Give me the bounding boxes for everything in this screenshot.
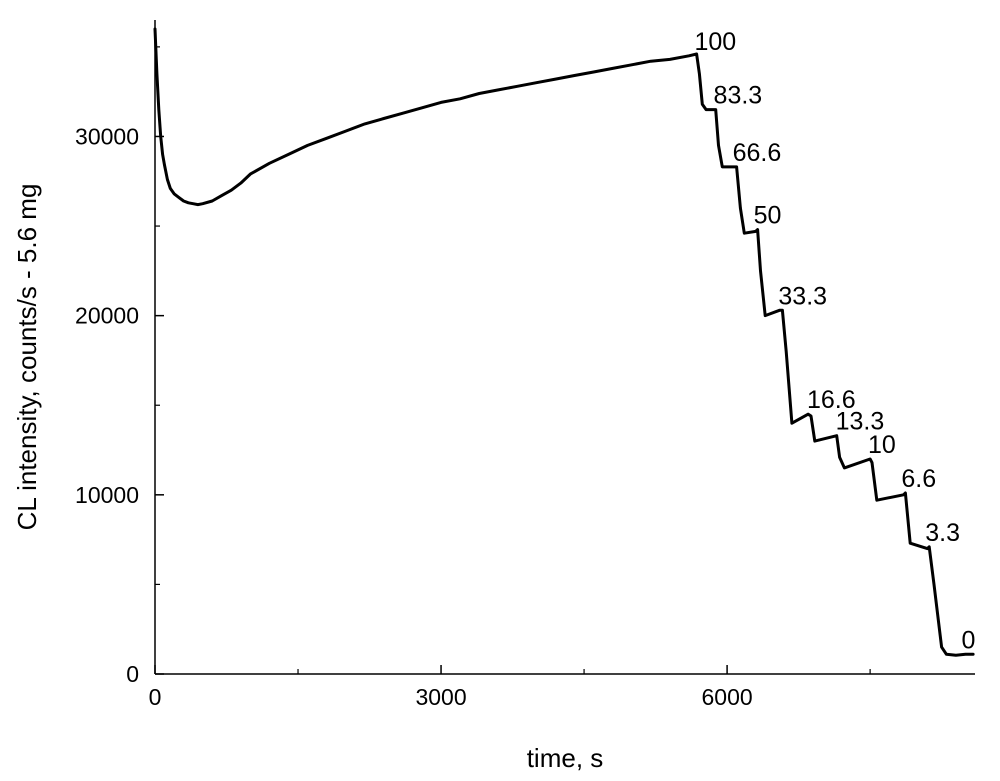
y-tick-label: 20000 bbox=[75, 303, 139, 329]
concentration-label: 100 bbox=[694, 28, 736, 56]
series-group bbox=[153, 27, 975, 657]
y-tick-label: 0 bbox=[126, 661, 139, 687]
concentration-label: 33.3 bbox=[778, 282, 827, 310]
concentration-label: 50 bbox=[754, 202, 782, 230]
cl-intensity-series-line bbox=[153, 27, 975, 657]
concentration-label: 13.3 bbox=[836, 408, 885, 436]
concentration-label: 3.3 bbox=[925, 519, 960, 547]
y-axis-title: CL intensity, counts/s - 5.6 mg bbox=[12, 184, 42, 531]
x-tick-label: 0 bbox=[149, 684, 162, 710]
axes bbox=[154, 20, 975, 675]
x-axis-title: time, s bbox=[527, 743, 604, 773]
x-tick-label: 6000 bbox=[702, 684, 753, 710]
x-tick-label: 3000 bbox=[415, 684, 466, 710]
concentration-label: 66.6 bbox=[733, 139, 782, 167]
y-tick-label: 30000 bbox=[75, 123, 139, 149]
concentration-label: 6.6 bbox=[901, 465, 936, 493]
concentration-label: 0 bbox=[961, 626, 975, 654]
concentration-label: 10 bbox=[868, 431, 896, 459]
concentration-label: 16.6 bbox=[807, 386, 856, 414]
ticks: 0 3000 6000 0 10000 20000 30000 bbox=[75, 46, 871, 710]
y-tick-label: 10000 bbox=[75, 482, 139, 508]
concentration-label: 83.3 bbox=[714, 82, 763, 110]
